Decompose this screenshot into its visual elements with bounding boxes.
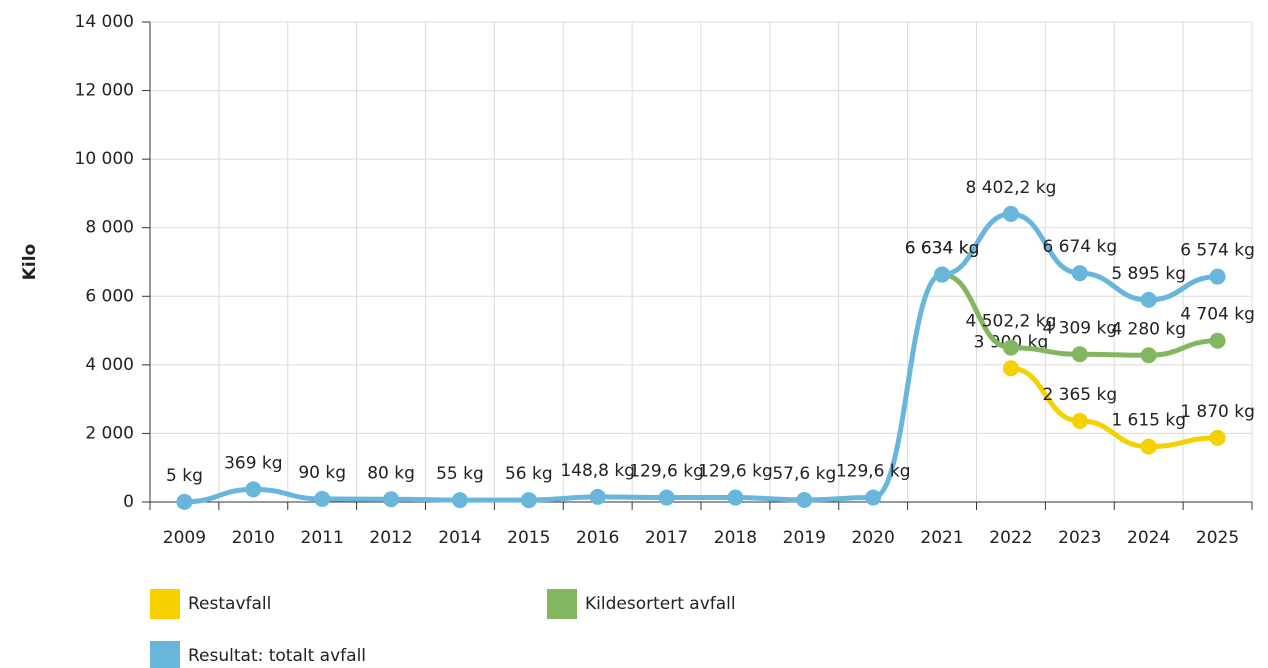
data-point (1140, 438, 1157, 455)
data-label: 369 kg (224, 453, 283, 473)
data-label: 6 634 kg (905, 239, 980, 259)
data-label: 6 674 kg (1042, 237, 1117, 257)
data-label: 129,6 kg (698, 462, 773, 482)
x-tick-label: 2009 (163, 528, 206, 548)
data-point (796, 492, 813, 509)
data-point (934, 266, 951, 283)
data-point (1140, 291, 1157, 308)
data-point (1002, 339, 1019, 356)
y-tick-label: 2 000 (85, 423, 134, 443)
data-point (1002, 360, 1019, 377)
data-label: 1 870 kg (1180, 402, 1255, 422)
y-tick-label: 12 000 (75, 81, 134, 101)
x-tick-label: 2019 (783, 528, 826, 548)
data-point (383, 491, 400, 508)
x-tick-label: 2018 (714, 528, 757, 548)
x-tick-label: 2020 (852, 528, 895, 548)
data-label: 4 704 kg (1180, 305, 1255, 325)
legend-label: Kildesortert avfall (585, 594, 736, 614)
data-point (1002, 205, 1019, 222)
data-label: 57,6 kg (772, 464, 836, 484)
data-label: 129,6 kg (836, 462, 911, 482)
data-label: 6 634 kg (905, 239, 980, 259)
legend-label: Restavfall (188, 594, 271, 614)
x-tick-label: 2024 (1127, 528, 1170, 548)
data-point (1209, 332, 1226, 349)
data-label: 2 365 kg (1042, 385, 1117, 405)
data-point (1071, 412, 1088, 429)
x-tick-label: 2011 (301, 528, 344, 548)
x-tick-label: 2021 (920, 528, 963, 548)
legend-swatch (547, 589, 577, 619)
data-point (520, 492, 537, 509)
data-label: 4 280 kg (1111, 319, 1186, 339)
data-point (245, 481, 262, 498)
data-label: 129,6 kg (629, 462, 704, 482)
data-label: 5 895 kg (1111, 264, 1186, 284)
data-label: 80 kg (367, 463, 415, 483)
data-label: 4 502,2 kg (965, 312, 1056, 332)
x-tick-label: 2025 (1196, 528, 1239, 548)
data-label: 55 kg (436, 464, 484, 484)
series-line (184, 211, 1218, 505)
data-label: 8 402,2 kg (965, 178, 1056, 198)
y-tick-label: 10 000 (75, 149, 134, 169)
data-label: 148,8 kg (560, 461, 635, 481)
x-tick-label: 2012 (369, 528, 412, 548)
data-point (658, 489, 675, 506)
data-point (176, 493, 193, 510)
data-label: 56 kg (505, 464, 553, 484)
data-label: 5 kg (166, 466, 203, 486)
x-tick-label: 2015 (507, 528, 550, 548)
x-tick-label: 2010 (232, 528, 275, 548)
y-tick-label: 4 000 (85, 355, 134, 375)
data-point (727, 489, 744, 506)
data-point (1071, 265, 1088, 282)
x-tick-label: 2023 (1058, 528, 1101, 548)
legend-label: Resultat: totalt avfall (188, 646, 366, 666)
data-point (1209, 429, 1226, 446)
data-point (589, 488, 606, 505)
series-line (1010, 365, 1218, 450)
y-axis-title: Kilo (20, 244, 40, 281)
data-point (865, 489, 882, 506)
data-label: 1 615 kg (1111, 411, 1186, 431)
y-tick-label: 14 000 (75, 12, 134, 32)
x-tick-label: 2016 (576, 528, 619, 548)
x-tick-label: 2014 (438, 528, 481, 548)
data-label: 6 574 kg (1180, 241, 1255, 261)
data-point (1140, 347, 1157, 364)
data-point (1071, 346, 1088, 363)
y-tick-label: 6 000 (85, 286, 134, 306)
x-tick-label: 2017 (645, 528, 688, 548)
y-tick-label: 8 000 (85, 218, 134, 238)
data-point (451, 492, 468, 509)
data-label: 4 309 kg (1042, 318, 1117, 338)
x-tick-label: 2022 (989, 528, 1032, 548)
legend-swatch (150, 589, 180, 619)
data-point (314, 490, 331, 507)
data-label: 90 kg (298, 463, 346, 483)
legend-swatch (150, 641, 180, 668)
data-point (1209, 268, 1226, 285)
y-tick-label: 0 (123, 492, 134, 512)
